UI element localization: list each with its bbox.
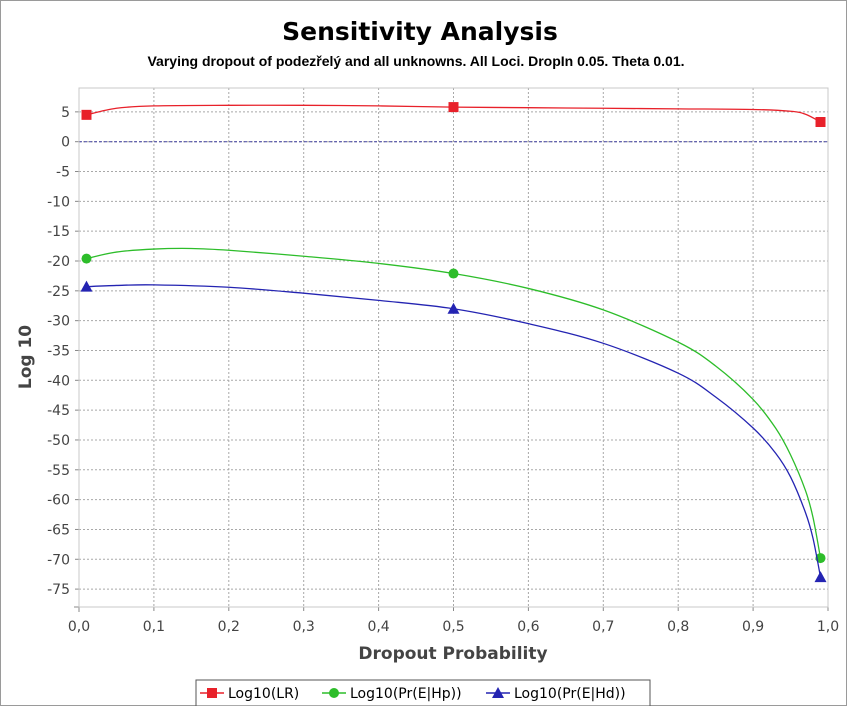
x-tick-label: 0,7 — [592, 619, 614, 635]
x-tick-label: 1,0 — [817, 619, 839, 635]
plot-area: 5 0 -5 -10 -15 -20 -25 -30 -35 -40 -45 -50 -55 -60 -65… — [47, 87, 839, 635]
series-line-lr — [86, 104, 821, 123]
x-tick-label: 0,4 — [367, 619, 389, 635]
x-tick-label: 0,9 — [742, 619, 764, 635]
y-tick-label: -10 — [47, 194, 70, 210]
data-point-hp — [81, 253, 92, 264]
x-tick-label: 0,3 — [293, 619, 315, 635]
y-tick-label: 0 — [61, 135, 70, 151]
x-axis-label: Dropout Probability — [358, 644, 547, 664]
legend-marker-lr — [207, 688, 217, 698]
y-tick-label: -30 — [47, 314, 70, 330]
y-axis-label: Log 10 — [16, 325, 36, 389]
data-point-hp — [448, 268, 459, 279]
y-tick-label: -40 — [47, 373, 70, 389]
legend-label-lr: Log10(LR) — [228, 686, 299, 702]
y-tick-label: -55 — [47, 463, 70, 479]
x-tick-label: 0,5 — [442, 619, 464, 635]
legend-label-hd: Log10(Pr(E|Hd)) — [514, 686, 626, 702]
data-point-lr — [81, 109, 92, 120]
data-point-hd — [80, 280, 93, 292]
x-tick-label: 0,6 — [517, 619, 539, 635]
y-tick-label: -70 — [47, 552, 70, 568]
y-tick-label: -60 — [47, 493, 70, 509]
data-point-hd — [447, 302, 460, 314]
series-hd — [80, 280, 827, 583]
plot-border — [78, 87, 829, 608]
y-tick-label: 5 — [61, 105, 70, 121]
y-tick-label: -65 — [47, 522, 70, 538]
series-line-hd — [86, 284, 822, 578]
y-tick-label: -15 — [47, 224, 70, 240]
data-point-lr — [815, 117, 826, 128]
x-tick-label: 0,2 — [218, 619, 240, 635]
legend-marker-hp — [329, 688, 339, 698]
series-lr — [81, 102, 826, 128]
y-tick-label: -45 — [47, 403, 70, 419]
y-tick-label: -75 — [47, 582, 70, 598]
series-line-hp — [86, 247, 822, 559]
y-tick-label: -5 — [56, 165, 70, 181]
y-tick-label: -25 — [47, 284, 70, 300]
legend: Log10(LR) Log10(Pr(E|Hp)) Log10(Pr(E|Hd)) — [195, 679, 651, 706]
x-tick-label: 0,0 — [68, 619, 90, 635]
y-tick-label: -20 — [47, 254, 70, 270]
y-tick-label: -35 — [47, 343, 70, 359]
legend-box — [195, 679, 651, 706]
data-point-hd — [814, 571, 827, 583]
x-tick-label: 0,1 — [143, 619, 165, 635]
chart-title: Sensitivity Analysis — [282, 17, 558, 46]
x-tick-label: 0,8 — [667, 619, 689, 635]
y-tick-label: -50 — [47, 433, 70, 449]
legend-label-hp: Log10(Pr(E|Hp)) — [350, 686, 462, 702]
legend-marker-hd — [492, 687, 504, 698]
chart-subtitle: Varying dropout of podezřelý and all unk… — [147, 53, 684, 69]
data-point-lr — [448, 102, 459, 113]
